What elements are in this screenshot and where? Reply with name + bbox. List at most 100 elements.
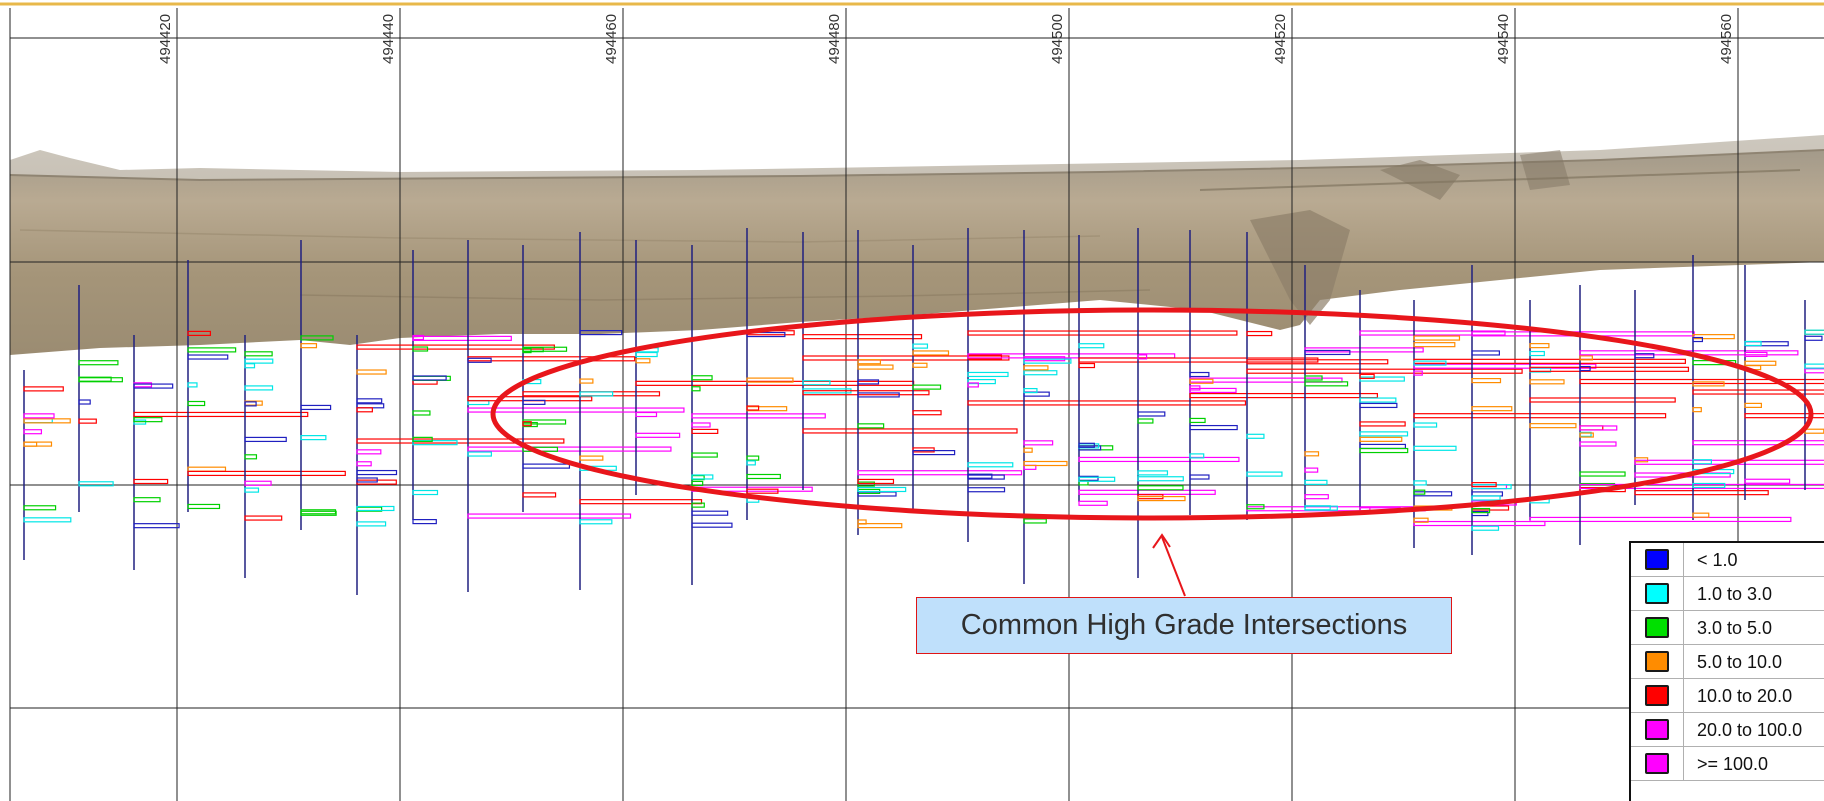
assay-interval <box>1189 385 1201 391</box>
legend-label: 5.0 to 10.0 <box>1697 652 1783 672</box>
assay-interval <box>1359 431 1409 437</box>
assay-interval <box>967 474 1005 480</box>
assay-interval <box>746 473 781 480</box>
assay-interval <box>356 477 378 483</box>
assay-interval <box>300 435 327 441</box>
assay-interval <box>522 492 557 498</box>
assay-interval <box>967 371 1009 378</box>
assay-interval <box>967 330 1238 336</box>
assay-interval <box>1359 421 1406 427</box>
assay-interval <box>691 502 705 508</box>
assay-interval <box>1579 441 1617 447</box>
drillhole <box>1304 265 1424 511</box>
legend-label: 1.0 to 3.0 <box>1697 584 1773 604</box>
assay-interval <box>635 351 658 358</box>
legend-label: 20.0 to 100.0 <box>1697 720 1803 740</box>
assay-interval <box>1744 360 1777 366</box>
assay-interval <box>691 522 733 528</box>
assay-interval <box>1078 343 1105 349</box>
assay-interval <box>356 505 395 512</box>
assay-interval <box>187 400 206 407</box>
assay-interval <box>356 438 565 444</box>
assay-interval <box>1246 504 1265 510</box>
assay-interval <box>1471 378 1502 384</box>
assay-interval <box>1023 370 1058 376</box>
assay-interval <box>244 363 256 369</box>
drillhole-traces <box>23 228 1824 595</box>
assay-interval <box>579 455 604 461</box>
assay-interval <box>1304 349 1351 356</box>
assay-interval <box>691 413 826 419</box>
assay-interval <box>691 474 714 480</box>
assay-interval <box>467 451 492 457</box>
assay-interval <box>857 359 882 365</box>
assay-interval <box>187 347 237 353</box>
assay-interval <box>244 401 257 407</box>
assay-interval <box>412 335 512 341</box>
tick-label: 494420 <box>157 14 174 64</box>
assay-interval <box>1692 459 1712 465</box>
assay-interval <box>467 446 672 452</box>
assay-interval <box>412 375 447 381</box>
assay-interval <box>1359 443 1407 450</box>
assay-interval <box>1359 376 1405 382</box>
assay-interval <box>133 383 174 389</box>
drillhole <box>133 335 309 570</box>
assay-interval <box>746 488 779 494</box>
assay-interval <box>635 358 651 364</box>
assay-interval <box>1471 491 1504 497</box>
assay-interval <box>857 364 894 370</box>
assay-interval <box>1137 354 1148 360</box>
assay-interval <box>691 452 718 458</box>
assay-interval <box>78 376 112 382</box>
legend-label: >= 100.0 <box>1697 754 1769 774</box>
assay-interval <box>1189 453 1205 459</box>
assay-interval <box>1579 471 1626 477</box>
assay-interval <box>244 487 260 493</box>
assay-interval <box>522 399 546 405</box>
assay-interval <box>133 382 153 388</box>
assay-interval <box>467 357 492 363</box>
drillhole <box>78 285 123 512</box>
drillhole <box>412 250 512 525</box>
drillhole <box>1471 265 1695 555</box>
assay-interval <box>857 423 885 429</box>
drillhole <box>1023 230 1072 584</box>
assay-interval <box>691 510 729 516</box>
assay-interval <box>1692 482 1726 489</box>
assay-interval <box>1246 368 1523 374</box>
assay-interval <box>1189 371 1210 378</box>
assay-interval <box>1078 456 1240 463</box>
legend-item: 3.0 to 5.0 <box>1631 611 1824 645</box>
assay-interval <box>912 450 956 456</box>
assay-interval <box>356 469 398 476</box>
assay-interval <box>1304 467 1319 473</box>
assay-interval <box>1692 512 1710 518</box>
assay-interval <box>1471 525 1500 531</box>
assay-interval <box>579 499 703 505</box>
assay-interval <box>412 489 439 496</box>
legend-swatch <box>1645 651 1669 672</box>
assay-interval <box>412 436 433 442</box>
tick-label: 494560 <box>1718 14 1735 64</box>
assay-interval <box>1529 397 1676 403</box>
assay-interval <box>1189 474 1210 480</box>
assay-interval <box>23 429 43 435</box>
assay-interval <box>1413 517 1429 523</box>
assay-interval <box>1579 365 1591 372</box>
assay-interval <box>1137 476 1184 482</box>
assay-interval <box>1413 358 1686 364</box>
assay-interval <box>244 358 274 364</box>
assay-interval <box>244 454 258 460</box>
assay-interval <box>187 330 211 337</box>
assay-interval <box>187 354 229 360</box>
assay-interval <box>579 378 594 384</box>
assay-interval <box>1471 406 1513 412</box>
assay-interval <box>1471 510 1489 517</box>
tick-label: 494440 <box>380 14 397 64</box>
assay-interval <box>1804 368 1824 374</box>
drillhole <box>356 335 565 595</box>
assay-interval <box>133 411 309 418</box>
assay-interval <box>244 351 273 357</box>
